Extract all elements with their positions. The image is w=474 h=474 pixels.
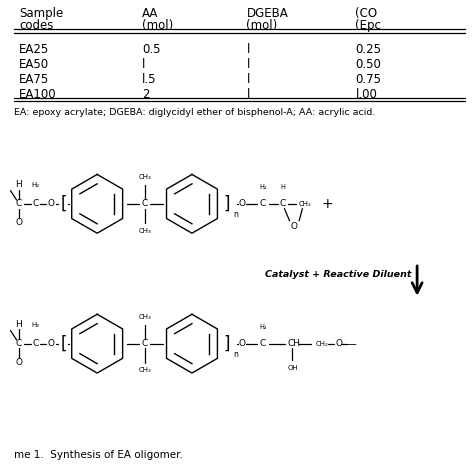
Text: DGEBA: DGEBA	[246, 7, 288, 20]
Text: n: n	[233, 210, 238, 219]
Text: +: +	[321, 197, 333, 211]
Text: me 1.  Synthesis of EA oligomer.: me 1. Synthesis of EA oligomer.	[14, 450, 183, 460]
Text: C: C	[32, 339, 39, 348]
Text: 0.25: 0.25	[356, 43, 382, 55]
Text: H: H	[280, 184, 285, 190]
Text: O: O	[48, 200, 55, 208]
Text: C: C	[32, 200, 39, 208]
Text: H: H	[16, 181, 22, 189]
Text: O: O	[335, 339, 342, 348]
Text: C: C	[260, 200, 266, 208]
Text: C: C	[16, 339, 22, 348]
Text: Sample: Sample	[19, 7, 63, 20]
Text: O: O	[48, 339, 55, 348]
Text: l.5: l.5	[142, 73, 157, 85]
Text: EA100: EA100	[19, 88, 56, 100]
Text: C: C	[141, 339, 148, 348]
Text: Catalyst + Reactive Diluent: Catalyst + Reactive Diluent	[265, 271, 412, 279]
Text: O: O	[16, 219, 22, 227]
Text: l: l	[246, 73, 250, 85]
Text: H₂: H₂	[259, 324, 267, 330]
Text: (mol): (mol)	[246, 19, 278, 32]
Text: EA75: EA75	[19, 73, 49, 85]
Text: C: C	[16, 200, 22, 208]
Text: (CO: (CO	[356, 7, 378, 20]
Text: H₂: H₂	[259, 184, 267, 190]
Text: 0.5: 0.5	[142, 43, 161, 55]
Text: codes: codes	[19, 19, 54, 32]
Text: EA25: EA25	[19, 43, 49, 55]
Text: H: H	[16, 320, 22, 329]
Text: CH₃: CH₃	[138, 314, 151, 320]
Text: H₂: H₂	[31, 322, 40, 328]
Text: n: n	[233, 350, 238, 358]
Text: C: C	[279, 200, 286, 208]
Text: O: O	[16, 358, 22, 367]
Text: l: l	[142, 58, 146, 71]
Text: ]: ]	[224, 195, 230, 213]
Text: EA: epoxy acrylate; DGEBA: diglycidyl ether of bisphenol-A; AA: acrylic acid.: EA: epoxy acrylate; DGEBA: diglycidyl et…	[14, 108, 375, 117]
Text: 0.50: 0.50	[356, 58, 382, 71]
Text: (mol): (mol)	[142, 19, 173, 32]
Text: O: O	[238, 339, 245, 348]
Text: CH₃: CH₃	[138, 367, 151, 374]
Text: l.00: l.00	[356, 88, 377, 100]
Text: CH₂: CH₂	[315, 341, 328, 346]
Text: l: l	[246, 58, 250, 71]
Text: 0.75: 0.75	[356, 73, 382, 85]
Text: l: l	[246, 43, 250, 55]
Text: EA50: EA50	[19, 58, 49, 71]
Text: l: l	[246, 88, 250, 100]
Text: CH₃: CH₃	[138, 174, 151, 180]
Text: O: O	[291, 222, 298, 231]
Text: C: C	[141, 200, 148, 208]
Text: 2: 2	[142, 88, 150, 100]
Text: ]: ]	[224, 335, 230, 353]
Text: C: C	[260, 339, 266, 348]
Text: AA: AA	[142, 7, 159, 20]
Text: CH₂: CH₂	[299, 201, 311, 207]
Text: CH₃: CH₃	[138, 228, 151, 234]
Text: —: —	[347, 338, 357, 349]
Text: [: [	[60, 195, 67, 213]
Text: [: [	[60, 335, 67, 353]
Text: OH: OH	[287, 365, 298, 371]
Text: (Epc: (Epc	[356, 19, 382, 32]
Text: O: O	[238, 200, 245, 208]
Text: H₂: H₂	[31, 182, 40, 188]
Text: CH: CH	[288, 339, 301, 348]
